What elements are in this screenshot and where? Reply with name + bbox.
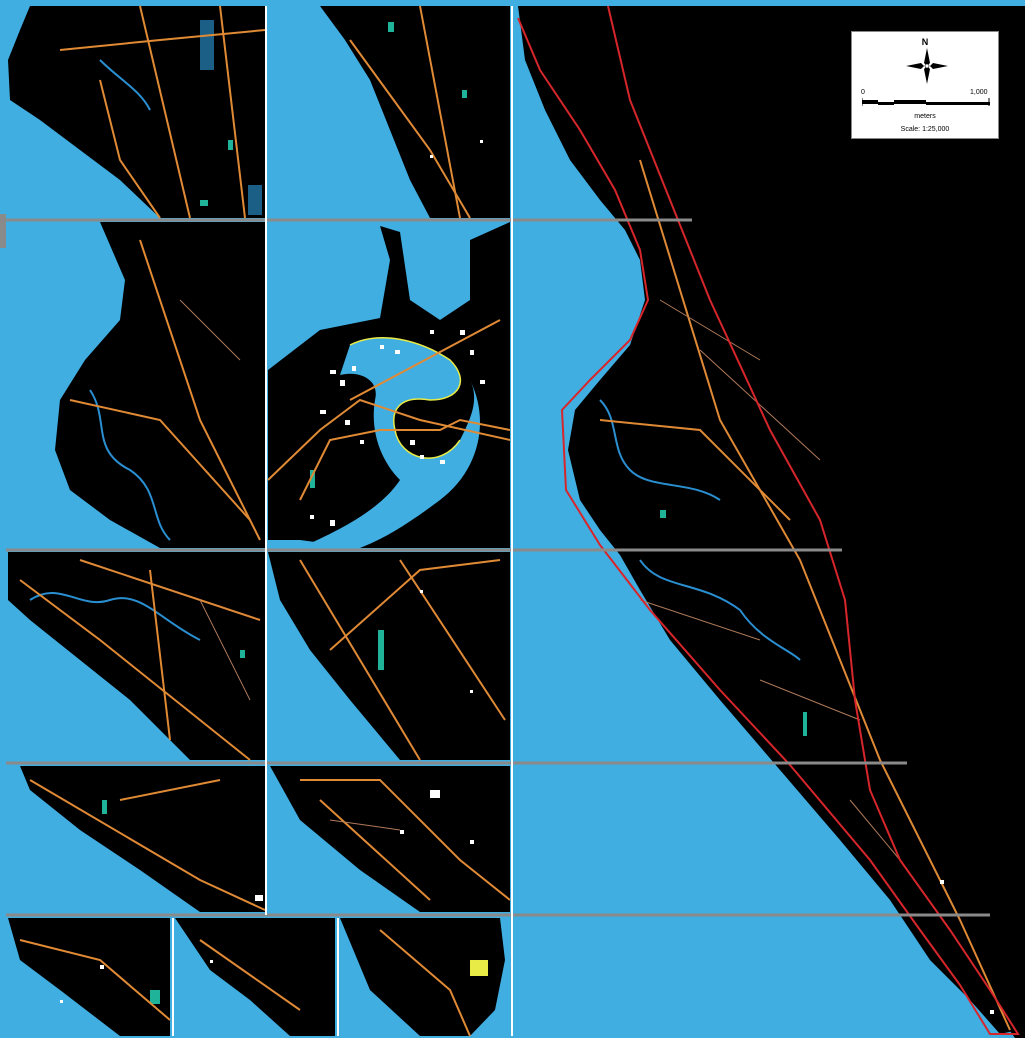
- inset-strip-4: [8, 552, 265, 760]
- north-label: N: [921, 37, 929, 47]
- scale-start-label: 0: [861, 89, 865, 96]
- inland-area: [605, 6, 1025, 1038]
- inset-strip-3: [55, 222, 265, 548]
- pond: [150, 990, 160, 1004]
- overview-river-2: [639, 559, 801, 661]
- inset-river-1: [89, 389, 171, 541]
- compass-rose-icon: [906, 48, 948, 84]
- town-river: [300, 337, 480, 548]
- inset-strip-2: [320, 6, 510, 218]
- scale-end-label: 1,000: [970, 89, 988, 96]
- pond: [660, 510, 666, 518]
- pond: [102, 800, 107, 814]
- pond: [310, 470, 315, 488]
- inset-strip-7: [270, 766, 510, 912]
- dark-water-patch: [200, 20, 214, 70]
- inset-strip-5: [268, 552, 510, 760]
- dark-water-patch: [248, 185, 262, 215]
- inset-dividers: [172, 6, 513, 1036]
- pond: [803, 712, 807, 736]
- pond: [228, 140, 233, 150]
- inset-river-3: [99, 59, 151, 111]
- scale-ratio: Scale: 1:25,000: [900, 126, 950, 133]
- buildings: [60, 140, 994, 1014]
- pond: [240, 650, 245, 658]
- pond: [378, 630, 384, 670]
- inset-strip-10: [340, 918, 505, 1036]
- map-legend: N 0 1,000 meters Scale: 1:25,000: [851, 31, 999, 139]
- left-edge-tab: [0, 214, 6, 248]
- pond: [462, 90, 467, 98]
- town-river-edge: [349, 337, 462, 459]
- grid-lines: [6, 218, 990, 917]
- scale-units: meters: [914, 113, 936, 120]
- roads: [19, 5, 1011, 1037]
- scale-bar: [862, 98, 990, 106]
- inset-river-2: [29, 591, 201, 641]
- pond: [388, 22, 394, 32]
- inset-strip-6: [20, 766, 265, 912]
- secondary-roads: [179, 299, 901, 861]
- pond: [200, 200, 208, 206]
- boundary-line: [517, 5, 1020, 1035]
